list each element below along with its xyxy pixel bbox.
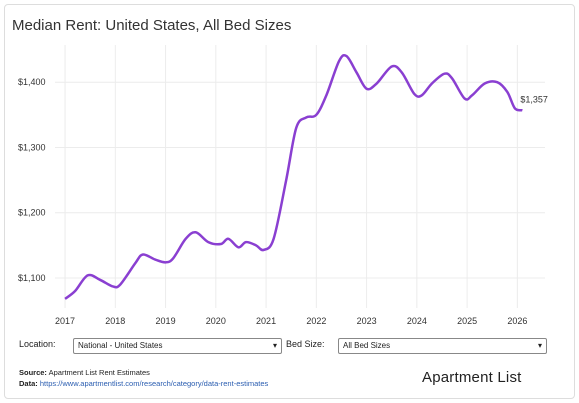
y-tick-label: $1,200 (18, 208, 46, 218)
bed-select[interactable]: All Bed Sizes (338, 338, 547, 354)
chart-title: Median Rent: United States, All Bed Size… (12, 17, 291, 34)
y-tick-label: $1,300 (18, 142, 46, 152)
source-label: Source: (19, 368, 47, 377)
card (4, 4, 575, 399)
data-label: Data: (19, 379, 38, 388)
bed-label: Bed Size: (286, 339, 325, 349)
x-tick-label: 2024 (407, 316, 427, 326)
value-label: $1,357 (520, 94, 548, 104)
location-select[interactable]: National - United States (73, 338, 282, 354)
x-tick-label: 2020 (206, 316, 226, 326)
source-text: Apartment List Rent Estimates (48, 368, 150, 377)
source: Source: Apartment List Rent Estimates (19, 368, 150, 377)
x-tick-label: 2026 (507, 316, 527, 326)
x-tick-label: 2025 (457, 316, 477, 326)
x-tick-label: 2023 (357, 316, 377, 326)
chart: Median Rent: United States, All Bed Size… (12, 17, 548, 326)
x-tick-label: 2021 (256, 316, 276, 326)
x-tick-label: 2018 (105, 316, 125, 326)
x-tick-label: 2022 (306, 316, 326, 326)
logo: Apartment List (422, 369, 522, 386)
x-tick-label: 2019 (156, 316, 176, 326)
y-tick-label: $1,100 (18, 273, 46, 283)
location-label: Location: (19, 339, 56, 349)
x-tick-label: 2017 (55, 316, 75, 326)
data-line: Data: https://www.apartmentlist.com/rese… (19, 379, 268, 388)
line (64, 53, 523, 300)
data-link[interactable]: https://www.apartmentlist.com/research/c… (39, 379, 269, 388)
y-tick-label: $1,400 (18, 77, 46, 87)
